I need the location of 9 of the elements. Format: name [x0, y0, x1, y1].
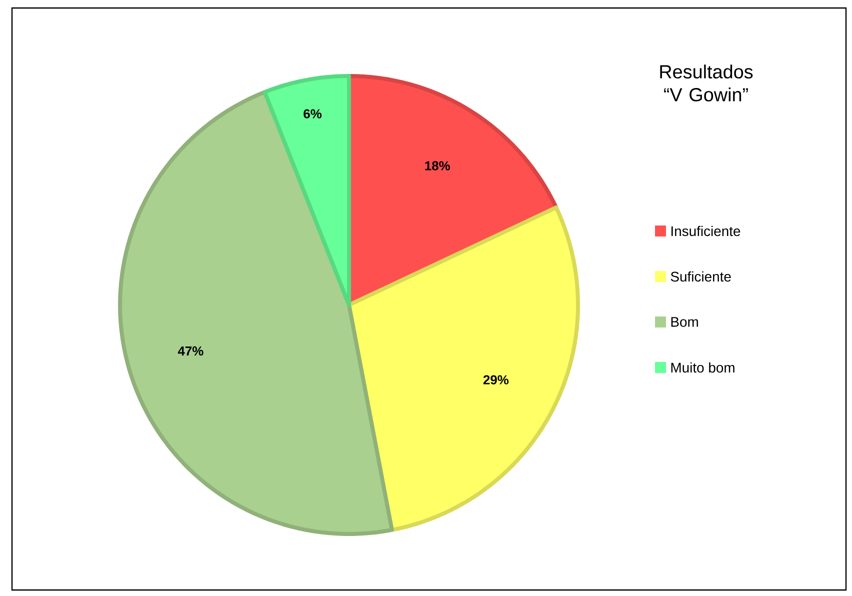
legend-label: Muito bom — [671, 362, 734, 373]
data-label: 29% — [483, 375, 509, 384]
legend-label: Suficiente — [670, 271, 731, 282]
chart-title: Resultados “V Gowin” — [660, 64, 753, 102]
data-label: 47% — [178, 346, 204, 356]
legend-label: Bom — [671, 317, 698, 327]
data-label: 6% — [304, 109, 322, 118]
legend-label: Insuficiente — [671, 226, 740, 236]
data-label: 18% — [425, 161, 450, 170]
